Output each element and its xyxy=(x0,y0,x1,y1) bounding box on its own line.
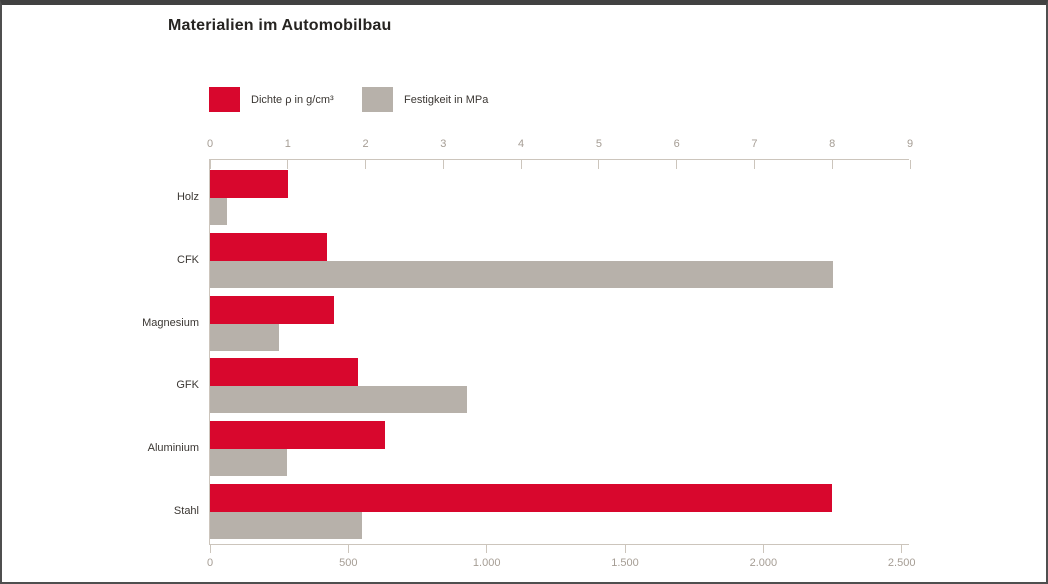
bottom-axis-tick-label: 2.000 xyxy=(749,557,778,569)
top-axis-tick-label: 4 xyxy=(518,138,525,150)
bar-dichte-cfk xyxy=(210,232,327,261)
bar-festigkeit-holz xyxy=(210,198,227,225)
top-axis-tick xyxy=(753,160,755,169)
bar-festigkeit-gfk xyxy=(210,386,468,414)
category-label-cfk: CFK xyxy=(177,253,199,266)
top-axis-tick-label: 9 xyxy=(906,138,914,150)
legend-swatch-festigkeit-icon xyxy=(362,87,393,112)
bottom-axis-tick xyxy=(209,545,211,553)
category-label-gfk: GFK xyxy=(176,379,199,392)
bottom-axis-tick xyxy=(486,545,488,553)
top-axis-tick-label: 8 xyxy=(829,138,836,150)
category-label-holz: Holz xyxy=(176,191,199,203)
legend-swatch-dichte-icon xyxy=(209,87,240,112)
chart-title: Materialien im Automobilbau xyxy=(168,17,392,34)
bar-festigkeit-aluminium xyxy=(210,449,288,477)
bottom-axis-tick-label: 1.500 xyxy=(611,557,639,569)
bottom-axis-tick-label: 0 xyxy=(206,557,214,569)
top-axis-tick xyxy=(520,160,522,169)
bar-dichte-holz xyxy=(210,170,288,198)
category-label-stahl: Stahl xyxy=(173,505,199,517)
top-axis-tick-label: 1 xyxy=(284,138,291,150)
bar-dichte-gfk xyxy=(210,358,358,387)
legend-item-festigkeit: Festigkeit in MPa xyxy=(362,87,488,112)
legend-item-dichte: Dichte ρ in g/cm³ xyxy=(209,87,334,112)
bar-festigkeit-stahl xyxy=(210,512,363,539)
top-axis-tick xyxy=(365,160,367,169)
legend-label-dichte: Dichte ρ in g/cm³ xyxy=(251,93,334,106)
bottom-axis-tick-label: 1.000 xyxy=(472,557,501,569)
bottom-axis-tick xyxy=(624,545,626,553)
bar-dichte-magnesium xyxy=(210,295,335,324)
top-axis-tick-label: 0 xyxy=(206,138,214,150)
top-axis-tick-label: 2 xyxy=(362,138,369,150)
bottom-axis-tick xyxy=(347,545,349,553)
bottom-axis-tick-label: 500 xyxy=(339,557,358,569)
category-label-magnesium: Magnesium xyxy=(142,316,199,329)
bar-dichte-stahl xyxy=(210,484,833,512)
top-axis-tick-label: 3 xyxy=(440,138,447,150)
bottom-axis-tick xyxy=(762,545,764,553)
bar-dichte-aluminium xyxy=(210,421,385,450)
top-axis-tick xyxy=(676,160,678,169)
category-label-aluminium: Aluminium xyxy=(147,442,199,455)
bottom-axis-tick-label: 2.500 xyxy=(887,557,916,569)
top-axis-tick xyxy=(909,160,911,169)
top-axis-tick-label: 5 xyxy=(595,138,602,150)
top-axis-tick xyxy=(209,160,211,169)
top-axis-tick xyxy=(831,160,833,169)
bottom-axis-tick xyxy=(901,545,903,553)
top-axis-tick xyxy=(598,160,600,169)
bar-festigkeit-magnesium xyxy=(210,323,280,351)
legend-label-festigkeit: Festigkeit in MPa xyxy=(404,93,489,106)
top-axis-tick-label: 6 xyxy=(673,138,680,150)
top-axis-tick xyxy=(442,160,444,169)
bar-festigkeit-cfk xyxy=(210,260,833,288)
top-axis-tick-label: 7 xyxy=(751,138,758,150)
plot-area: 0 1 2 3 4 5 6 7 8 9 0 500 1.000 1.500 2.000 2.500 xyxy=(207,138,916,569)
top-axis-tick xyxy=(287,160,289,169)
